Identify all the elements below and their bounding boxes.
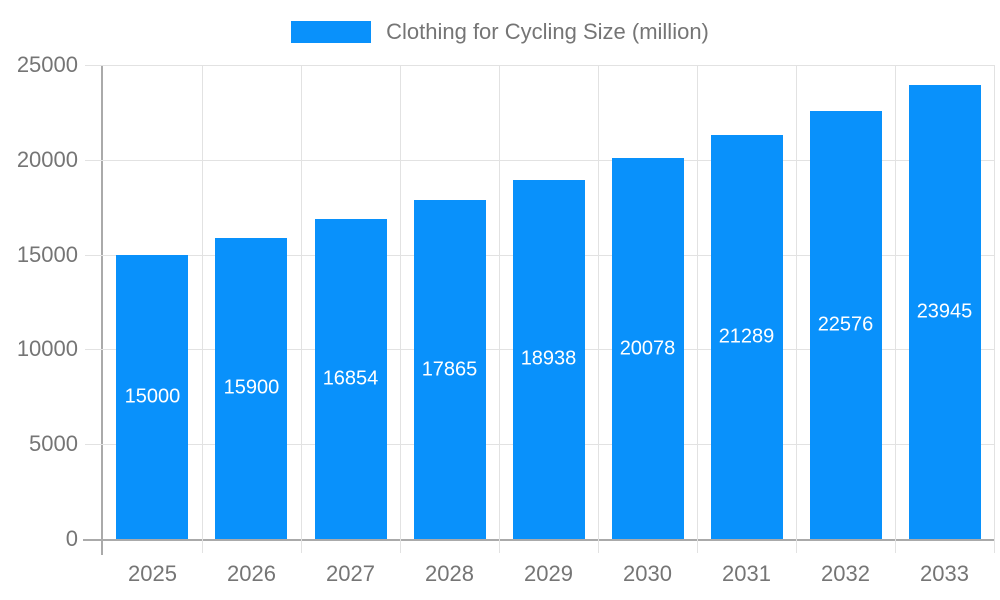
x-tick-label: 2025 [128,561,177,586]
bar[interactable]: 20078 [611,158,684,539]
bar-value-label: 16854 [322,367,379,390]
bar-value-label: 23945 [916,300,973,323]
v-gridline [598,65,599,553]
bar[interactable]: 16854 [314,219,387,539]
x-tick-label: 2026 [227,561,276,586]
origin-tick-x [83,539,103,541]
bar-value-label: 17865 [421,358,478,381]
y-tick-label: 15000 [16,241,78,267]
bar-value-label: 15900 [223,376,280,399]
bar-value-label: 15000 [124,385,181,408]
origin-tick-y [101,541,103,555]
x-tick-label: 2032 [821,561,870,586]
bar[interactable]: 17865 [413,200,486,539]
v-gridline [399,65,401,553]
h-gridline [85,159,994,161]
x-tick-label: 2029 [524,561,573,586]
x-tick-label: 2027 [326,561,375,586]
bar-value-label: 22576 [817,313,874,336]
bar-value-label: 21289 [718,325,775,348]
x-tick-label: 2030 [623,561,672,586]
h-gridline [85,65,994,66]
bar-value-label: 20078 [619,337,676,360]
bar[interactable]: 15000 [116,254,189,539]
legend-item[interactable]: Clothing for Cycling Size (million) [291,19,709,44]
y-tick-label: 20000 [16,146,78,172]
bar[interactable]: 18938 [512,179,585,539]
v-gridline [202,65,203,553]
v-gridline [499,65,500,553]
bar[interactable]: 22576 [809,110,882,539]
y-tick-label: 5000 [29,431,78,457]
bar[interactable]: 15900 [215,237,288,539]
v-gridline [301,65,302,553]
y-tick-label: 10000 [16,336,78,362]
v-gridline [895,65,896,553]
x-tick-label: 2033 [920,561,969,586]
v-gridline [994,65,995,553]
x-tick-label: 2028 [425,561,474,586]
legend-swatch-icon [291,21,372,44]
plot-area: 15000 15900 16854 17865 18938 20078 21289 22576… [17,52,995,586]
y-tick-label: 0 [65,526,78,551]
x-tick-label: 2031 [722,561,771,586]
legend-label: Clothing for Cycling Size (million) [386,19,709,44]
bar[interactable]: 23945 [908,85,981,539]
v-gridline [696,65,698,553]
bar[interactable]: 21289 [710,135,783,539]
legend: Clothing for Cycling Size (million) [0,19,1000,44]
bar-value-label: 18938 [520,347,577,370]
y-tick-label: 25000 [16,52,78,77]
v-gridline [796,65,797,553]
